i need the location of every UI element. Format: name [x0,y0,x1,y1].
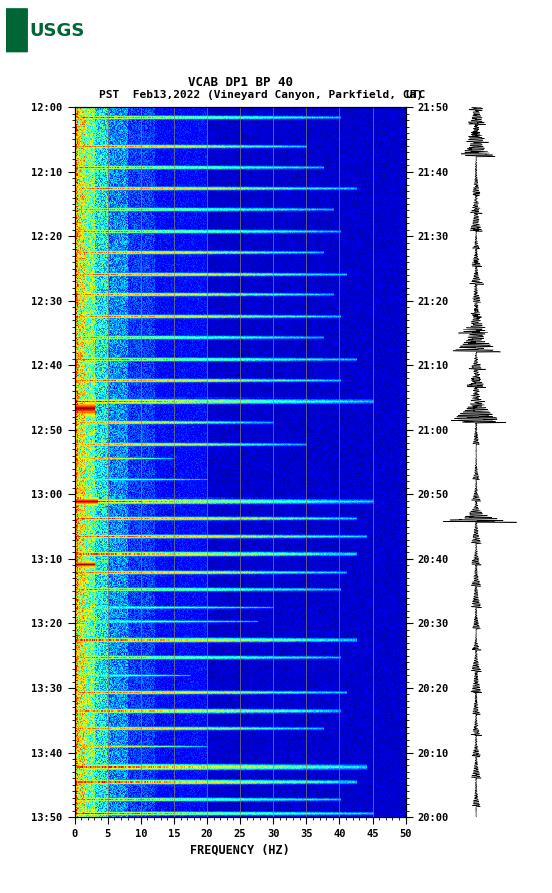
Text: PST  Feb13,2022 (Vineyard Canyon, Parkfield, Ca): PST Feb13,2022 (Vineyard Canyon, Parkfie… [99,90,423,100]
Text: USGS: USGS [29,22,85,40]
Text: VCAB DP1 BP 40: VCAB DP1 BP 40 [188,76,293,89]
FancyBboxPatch shape [5,8,28,53]
X-axis label: FREQUENCY (HZ): FREQUENCY (HZ) [190,843,290,856]
Text: UTC: UTC [406,90,426,100]
